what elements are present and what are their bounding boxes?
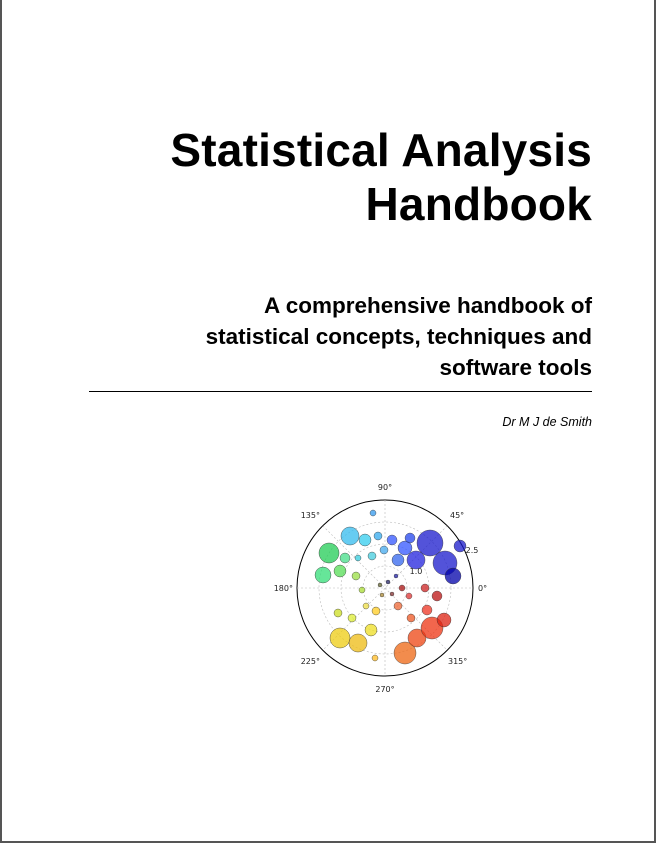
radial-tick-label: 2.5 xyxy=(466,546,479,555)
bubble xyxy=(339,552,351,564)
divider-rule xyxy=(89,391,592,392)
bubble xyxy=(386,534,398,546)
angle-label-315: 315° xyxy=(448,657,467,666)
bubble xyxy=(373,531,383,541)
bubble xyxy=(358,586,366,594)
angle-label-90: 90° xyxy=(378,483,392,492)
bubble xyxy=(393,641,417,665)
bubble xyxy=(404,532,416,544)
angle-label-0: 0° xyxy=(478,584,487,593)
subtitle-line-1: A comprehensive handbook of xyxy=(264,293,592,318)
bubble xyxy=(362,602,370,610)
bubble xyxy=(389,591,395,597)
bubble xyxy=(416,529,444,557)
bubble xyxy=(347,613,357,623)
subtitle-line-2: statistical concepts, techniques and xyxy=(205,324,592,349)
bubble xyxy=(385,579,391,585)
bubble xyxy=(393,601,403,611)
bubble xyxy=(371,654,379,662)
bubble xyxy=(354,554,362,562)
bubble xyxy=(398,584,406,592)
bubble xyxy=(340,526,360,546)
bubble xyxy=(371,606,381,616)
bubble xyxy=(369,509,377,517)
document-subtitle: A comprehensive handbook of statistical … xyxy=(206,290,592,383)
radial-tick-labels: 1.0 2.5 xyxy=(410,546,479,576)
bubble xyxy=(351,571,361,581)
bubble xyxy=(379,592,385,598)
bubble xyxy=(420,583,430,593)
bubble xyxy=(405,592,413,600)
bubble xyxy=(444,567,462,585)
bubble xyxy=(318,542,340,564)
bubble xyxy=(406,550,426,570)
title-line-1: Statistical Analysis xyxy=(170,124,592,176)
bubble xyxy=(453,539,467,553)
author-name: Dr M J de Smith xyxy=(502,415,592,429)
angle-label-180: 180° xyxy=(274,584,293,593)
bubble xyxy=(358,533,372,547)
angle-label-45: 45° xyxy=(450,511,464,520)
angle-label-135: 135° xyxy=(301,511,320,520)
bubble xyxy=(333,608,343,618)
subtitle-line-3: software tools xyxy=(439,355,592,380)
bubble xyxy=(397,540,413,556)
bubble xyxy=(421,604,433,616)
document-title: Statistical Analysis Handbook xyxy=(170,123,592,231)
scatter-bubbles xyxy=(314,509,467,665)
angle-label-270: 270° xyxy=(375,685,394,694)
bubble xyxy=(436,612,452,628)
bubble xyxy=(406,613,416,623)
title-line-2: Handbook xyxy=(365,178,592,230)
bubble xyxy=(348,633,368,653)
bubble xyxy=(367,551,377,561)
bubble xyxy=(391,553,405,567)
bubble xyxy=(329,627,351,649)
bubble xyxy=(333,564,347,578)
polar-scatter-illustration: 0° 45° 90° 135° 180° 225° 270° 315° 1.0 … xyxy=(274,483,487,694)
bubble xyxy=(314,566,332,584)
bubble xyxy=(379,545,389,555)
radial-tick-label: 1.0 xyxy=(410,567,423,576)
bubble xyxy=(407,628,427,648)
angle-label-225: 225° xyxy=(301,657,320,666)
polar-grid xyxy=(296,499,474,677)
angle-labels: 0° 45° 90° 135° 180° 225° 270° 315° xyxy=(274,483,487,694)
bubble xyxy=(431,590,443,602)
bubble xyxy=(377,582,383,588)
bubble xyxy=(364,623,378,637)
bubble xyxy=(393,573,399,579)
